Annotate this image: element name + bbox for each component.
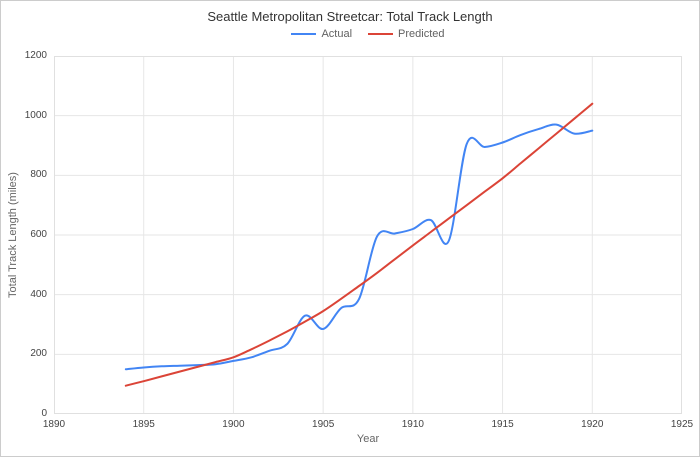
x-tick-label: 1900	[222, 419, 245, 430]
legend-label: Actual	[321, 28, 353, 40]
x-tick-label: 1920	[581, 419, 604, 430]
x-tick-label: 1890	[42, 419, 66, 430]
x-tick-label: 1905	[312, 419, 335, 430]
legend: Actual Predicted	[54, 28, 682, 40]
legend-swatch-actual	[291, 33, 317, 35]
y-tick-label: 600	[30, 229, 47, 240]
x-axis-title: Year	[356, 433, 380, 445]
chart-canvas	[54, 56, 682, 414]
chart-title: Seattle Metropolitan Streetcar: Total Tr…	[207, 9, 493, 24]
legend-swatch-predicted	[368, 33, 394, 35]
x-tick-label: 1925	[670, 419, 694, 430]
x-tick-label: 1910	[401, 419, 424, 430]
y-tick-label: 200	[30, 348, 47, 360]
series-line-predicted	[124, 102, 594, 387]
plot-border	[54, 56, 682, 414]
plot-area	[54, 56, 682, 414]
y-tick-label: 1000	[24, 109, 47, 121]
y-tick-label: 800	[30, 169, 47, 181]
y-tick-label: 400	[30, 288, 47, 300]
legend-item-predicted: Predicted	[368, 28, 445, 40]
x-tick-label: 1895	[132, 419, 155, 430]
y-tick-label: 1200	[24, 50, 47, 61]
x-tick-label: 1915	[491, 419, 514, 430]
legend-label: Predicted	[398, 28, 445, 40]
y-tick-label: 0	[41, 408, 47, 419]
legend-item-actual: Actual	[291, 28, 352, 40]
